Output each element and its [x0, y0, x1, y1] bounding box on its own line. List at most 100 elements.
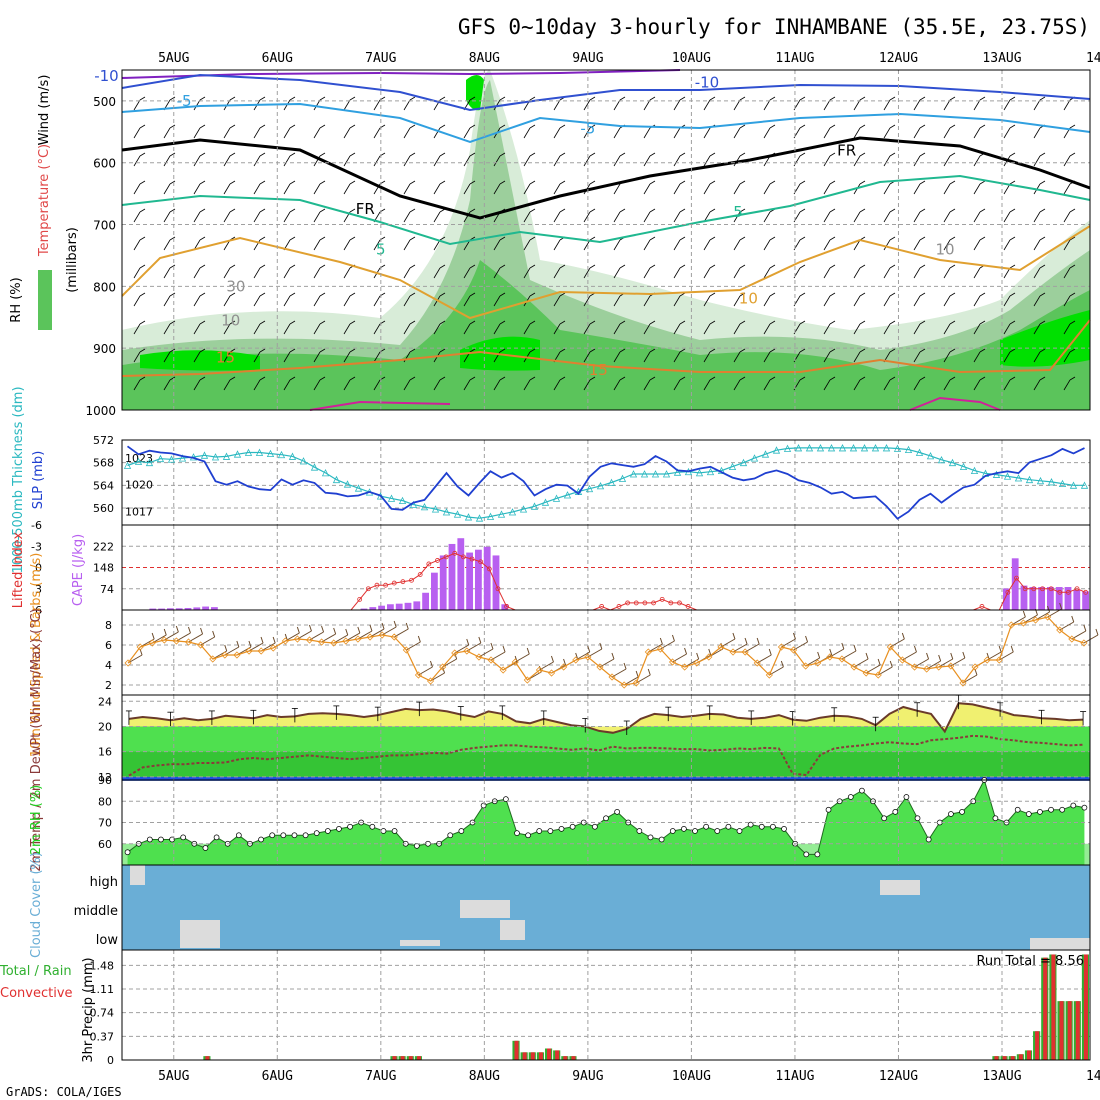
wind-barb — [523, 379, 531, 391]
rh-point — [747, 821, 754, 828]
wind-barb — [133, 239, 141, 251]
wind-barb-10m — [950, 652, 954, 660]
y-tick-label: 1.48 — [90, 959, 115, 972]
contour-label: FR — [837, 141, 856, 159]
wind-barb — [523, 155, 531, 167]
wind-speed-point — [426, 677, 435, 685]
wind-barb — [799, 124, 806, 129]
wind-barb — [223, 323, 231, 335]
y-tick-label-left: 3 — [35, 583, 42, 596]
wind-barb-10m — [212, 630, 216, 638]
wind-barb — [469, 96, 476, 101]
y-tick-label: 24 — [98, 695, 112, 708]
wind-barb — [583, 351, 591, 363]
wind-barb — [373, 379, 381, 391]
cloud-cover-bar — [1030, 938, 1090, 950]
wind-barb — [823, 183, 831, 195]
wind-speed-point — [257, 647, 265, 655]
li-series-line — [126, 552, 1086, 611]
li-point — [642, 600, 648, 606]
precip-convective-bar — [1067, 1001, 1072, 1060]
thickness-point — [156, 454, 165, 463]
thickness-point — [244, 448, 253, 456]
wind-speed-point — [886, 643, 894, 651]
wind-speed-point — [560, 663, 568, 671]
wind-barb — [193, 99, 201, 111]
wind-barb-10m — [805, 657, 820, 667]
wind-barb — [1009, 320, 1016, 325]
wind-barb — [859, 152, 866, 157]
wind-barb — [979, 180, 986, 185]
wind-barb — [859, 376, 866, 381]
wind-barb — [133, 211, 141, 223]
wind-barb — [733, 295, 741, 307]
wind-barb — [889, 320, 896, 325]
li-point — [1031, 586, 1037, 592]
wind-barb-10m — [841, 650, 857, 660]
wind-barb-10m — [260, 636, 264, 644]
wind-barb — [289, 180, 296, 185]
wind-barb — [973, 127, 981, 139]
wind-barb-10m — [962, 674, 978, 684]
wind-barb — [403, 99, 411, 111]
wind-speed-point — [184, 638, 193, 646]
wind-barb — [739, 320, 746, 325]
dewpoint-series-line — [128, 734, 1084, 777]
thickness-point — [420, 502, 429, 511]
wind-barb — [169, 180, 176, 185]
wind-barb — [469, 152, 476, 157]
wind-barb-10m — [587, 645, 591, 653]
wind-barb — [259, 236, 266, 241]
wind-barb — [979, 292, 986, 297]
wind-barb-10m — [575, 652, 579, 660]
wind-barb-10m — [321, 633, 336, 643]
wind-barb — [643, 127, 651, 139]
wind-barb — [859, 180, 866, 185]
wind-barb-10m — [889, 660, 893, 668]
wind-barb — [313, 379, 321, 391]
wind-barb — [493, 239, 501, 251]
wind-barb — [589, 348, 596, 353]
wind-barb — [349, 348, 356, 353]
thickness-point — [816, 444, 825, 452]
rh-point — [269, 832, 276, 839]
wind-barb — [763, 99, 771, 111]
wind-barb-10m — [369, 628, 385, 638]
wind-barb — [1069, 348, 1076, 353]
wind-barb — [733, 379, 741, 391]
thickness-point — [134, 457, 143, 465]
wind-barb — [289, 152, 296, 157]
cape-bar — [492, 555, 500, 610]
wind-barb — [883, 323, 891, 335]
wind-barb-10m — [152, 634, 167, 644]
date-label-top: 5AUG — [158, 51, 189, 66]
wind-barb — [829, 208, 836, 213]
wind-barb — [679, 348, 686, 353]
rh-point — [146, 836, 153, 843]
wind-barb — [733, 267, 741, 279]
y-tick-label: 80 — [98, 795, 112, 808]
li-point — [625, 600, 631, 606]
wind-barb-10m — [478, 636, 482, 644]
wind-speed-point — [826, 653, 834, 661]
wind-barb — [529, 236, 536, 241]
rh-point — [948, 811, 954, 817]
wind-barb — [1063, 351, 1071, 363]
contour-label: 10 — [739, 290, 758, 308]
wind-barb — [619, 96, 626, 101]
wind-barb — [439, 264, 446, 269]
wind-barb — [409, 208, 416, 213]
wind-barb — [529, 376, 536, 381]
wind-barb — [313, 239, 321, 251]
rh-point — [758, 823, 765, 830]
wind-barb — [799, 292, 806, 297]
rh-band-low — [122, 843, 1090, 865]
wind-barb-10m — [333, 627, 337, 635]
wind-barb-10m — [1095, 628, 1099, 636]
rh-point — [1059, 806, 1066, 813]
wind-barb — [709, 264, 716, 269]
wind-barb — [769, 320, 776, 325]
wind-speed-point — [451, 649, 459, 657]
temp-contour-5 — [121, 174, 1091, 246]
wind-speed-point — [850, 663, 858, 671]
